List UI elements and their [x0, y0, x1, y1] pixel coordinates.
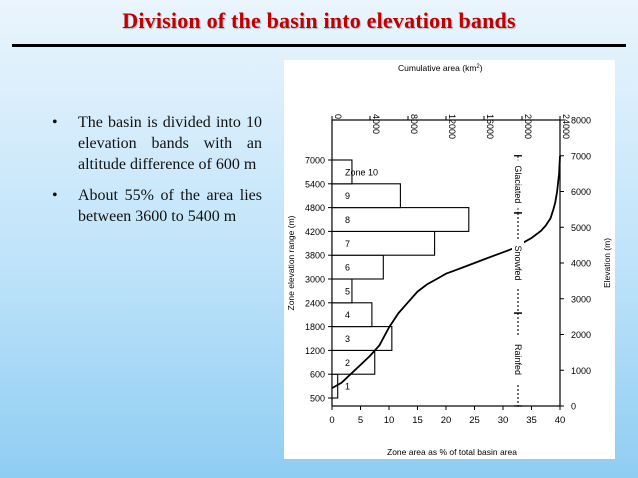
x-tick-label: 5 [358, 415, 363, 426]
zone-label: Zone 10 [345, 167, 378, 177]
bullet-item: • The basin is divided into 10 elevation … [52, 112, 262, 175]
right-tick-label: 4000 [571, 259, 591, 269]
zone-label: 2 [345, 358, 350, 368]
x-tick-label: 0 [329, 415, 334, 426]
right-tick-label: 0 [571, 402, 576, 412]
bullet-item: • About 55% of the area lies between 3600… [52, 185, 262, 227]
zone-label: 9 [345, 191, 350, 201]
right-axis-label: Elevation (m) [602, 238, 612, 288]
zone-label: 8 [345, 215, 350, 225]
right-tick-label: 3000 [571, 294, 591, 304]
right-tick-label: 6000 [571, 187, 591, 197]
zone-bar [331, 159, 353, 185]
slide-title: Division of the basin into elevation ban… [122, 8, 516, 33]
left-tick-label: 500 [310, 394, 325, 404]
hypsometric-curve [331, 155, 561, 389]
bullet-text: The basin is divided into 10 elevation b… [78, 114, 262, 173]
right-tick-label: 8000 [571, 116, 591, 126]
title-divider [12, 44, 626, 47]
zone-label: 4 [345, 310, 350, 320]
top-tick-label: 8000 [409, 114, 419, 134]
zone-label: 7 [345, 239, 350, 249]
x-tick-label: 30 [498, 415, 509, 426]
right-tick-label: 1000 [571, 366, 591, 376]
x-axis-label: Zone area as % of total basin area [387, 447, 517, 457]
top-tick-label: 20000 [523, 114, 533, 139]
right-tick-label: 7000 [571, 151, 591, 161]
region-label: Rainfed [513, 344, 523, 375]
zone-bar [331, 302, 373, 328]
region-label-bg [512, 335, 524, 384]
left-tick-label: 4800 [305, 203, 325, 213]
elevation-band-figure: 0 5 10 15 20 25 30 35 40 Zone area as % of total … [284, 60, 615, 459]
top-tick-label: 16000 [485, 114, 495, 139]
x-tick-label: 25 [469, 415, 480, 426]
left-tick-label: 3000 [305, 275, 325, 285]
x-tick-label: 35 [526, 415, 537, 426]
x-tick-label: 15 [412, 415, 423, 426]
region-label: Glaciated [513, 165, 523, 203]
bullet-text: About 55% of the area lies between 3600 … [78, 187, 262, 225]
region-label: Snowfed [513, 245, 523, 280]
left-tick-label: 1200 [305, 346, 325, 356]
left-tick-label: 1800 [305, 322, 325, 332]
zone-label: 1 [345, 382, 350, 392]
right-tick-label: 5000 [571, 223, 591, 233]
top-tick-label: 0 [333, 114, 343, 119]
top-tick-label: 4000 [371, 114, 381, 134]
bullet-dot-icon: • [52, 114, 58, 131]
bullet-list: • The basin is divided into 10 elevation … [52, 112, 262, 237]
x-tick-label: 40 [555, 415, 566, 426]
x-tick-label: 20 [441, 415, 452, 426]
top-axis-label: Cumulative area (km2) [398, 63, 483, 73]
zone-bar [331, 254, 384, 280]
zone-label: 5 [345, 286, 350, 296]
zone-bar [331, 183, 401, 209]
left-tick-label: 7000 [305, 156, 325, 166]
zone-label: 6 [345, 263, 350, 273]
zone-bar [331, 207, 470, 232]
left-tick-label: 4200 [305, 227, 325, 237]
top-tick-label: 12000 [447, 114, 457, 139]
region-label-bg [512, 160, 524, 209]
right-tick-label: 2000 [571, 330, 591, 340]
x-tick-label: 10 [384, 415, 395, 426]
region-label-bg [512, 239, 524, 287]
left-axis-label: Zone elevation range (m) [286, 215, 296, 310]
top-tick-label: 24000 [561, 114, 571, 139]
zone-label: 3 [345, 334, 350, 344]
left-tick-label: 2400 [305, 298, 325, 308]
left-tick-label: 5400 [305, 179, 325, 189]
bullet-dot-icon: • [52, 187, 58, 204]
left-tick-label: 3800 [305, 251, 325, 261]
left-tick-label: 600 [310, 370, 325, 380]
